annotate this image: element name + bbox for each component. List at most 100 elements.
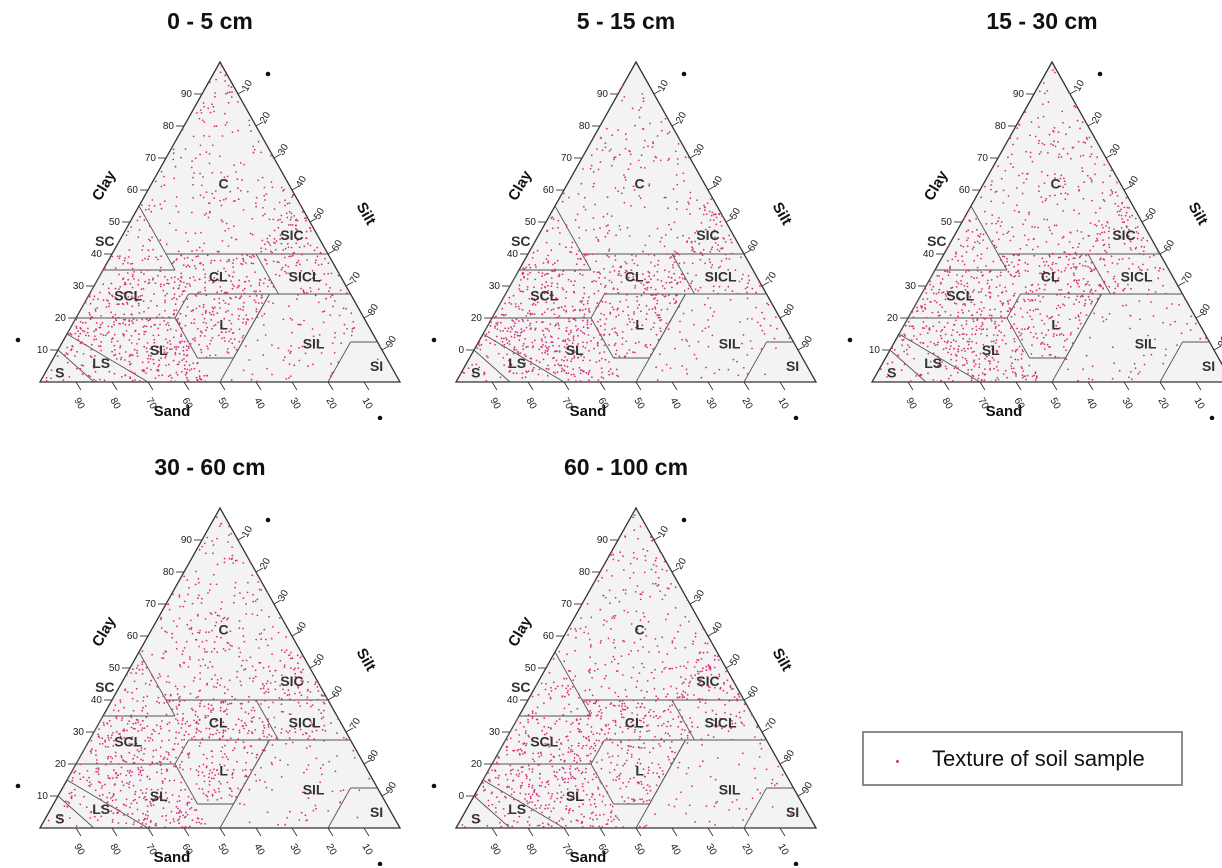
sample-point [718, 368, 721, 371]
sample-point [596, 271, 599, 274]
sample-point [528, 263, 530, 266]
sample-point [239, 592, 241, 594]
sample-point [220, 608, 222, 610]
sample-point [148, 208, 150, 211]
sample-point [114, 349, 116, 351]
chart-panel-1: 5 - 15 cm C SIC SC CL SICL SCL L SIL SL LS S SI 0 20 3… [426, 0, 826, 420]
sample-point [1077, 315, 1080, 318]
sample-point [936, 380, 939, 383]
sample-point [285, 730, 288, 732]
sample-point [209, 354, 212, 357]
sample-point [675, 300, 677, 302]
sample-point [1083, 290, 1085, 292]
sample-point [1206, 337, 1208, 340]
sample-point [989, 270, 992, 273]
sample-point [139, 771, 142, 774]
sample-point [644, 287, 646, 290]
sample-point [619, 228, 622, 231]
sample-point [145, 347, 148, 350]
sample-point [1075, 268, 1077, 270]
sample-point [624, 179, 627, 181]
sample-point [947, 274, 950, 277]
sample-point [764, 373, 766, 376]
sample-point [1084, 142, 1087, 144]
sample-point [87, 327, 89, 330]
sample-point [114, 353, 117, 356]
sample-point [613, 269, 616, 272]
class-boundary [255, 699, 279, 741]
sample-point [254, 301, 257, 304]
sample-point [107, 757, 109, 760]
sample-point [956, 371, 959, 374]
sample-point [173, 743, 176, 745]
sample-point [999, 259, 1002, 261]
sample-point [343, 323, 346, 326]
sample-point [122, 334, 125, 337]
sample-point [579, 369, 582, 372]
sample-point [573, 309, 576, 311]
sample-point [591, 319, 593, 322]
sample-point [973, 277, 975, 280]
sample-point [595, 260, 598, 263]
sample-point [139, 723, 142, 726]
sample-point [607, 224, 609, 227]
sample-point [967, 369, 970, 371]
sample-point [489, 342, 492, 345]
sample-point [722, 237, 725, 240]
sample-point [1120, 214, 1123, 217]
sample-point [166, 347, 168, 349]
sample-point [699, 258, 702, 261]
sample-point [670, 228, 673, 231]
sample-point [629, 321, 631, 323]
sample-point [1062, 303, 1064, 306]
sample-point [1012, 254, 1015, 257]
sample-point [880, 368, 882, 371]
sample-point [531, 370, 534, 373]
sample-point [1096, 297, 1099, 300]
sample-point [542, 262, 545, 264]
sample-point [553, 313, 556, 316]
sample-point [271, 763, 274, 766]
sample-point [306, 819, 309, 821]
sample-point [79, 332, 82, 335]
sample-point [639, 197, 642, 200]
sample-point [270, 154, 272, 157]
sample-point [713, 311, 716, 313]
sample-point [70, 791, 73, 794]
sample-point [1062, 235, 1065, 238]
sample-point [1054, 173, 1056, 176]
sand-tick-label: 70 [143, 396, 158, 412]
sample-point [130, 774, 132, 777]
sand-tick [291, 381, 298, 391]
sample-point [556, 350, 558, 353]
sample-point [238, 340, 241, 343]
sample-point [146, 810, 149, 813]
sample-point [169, 761, 172, 764]
sample-point [199, 262, 201, 265]
sample-point [173, 276, 176, 278]
sample-point [734, 269, 737, 271]
sample-point [558, 345, 561, 347]
sample-point [262, 282, 265, 285]
sample-point [719, 265, 722, 268]
sand-tick-label: 90 [903, 396, 918, 412]
sample-point [181, 653, 184, 656]
sample-point [182, 264, 185, 267]
sample-point [1064, 183, 1067, 186]
sample-point [632, 351, 634, 353]
sample-point [1152, 315, 1155, 317]
sample-point [123, 313, 125, 316]
sample-point [173, 765, 175, 768]
class-boundary [66, 333, 149, 383]
sample-point [595, 236, 598, 239]
sample-point [198, 745, 201, 747]
sample-point [922, 310, 924, 313]
sample-point [957, 311, 960, 314]
sample-point [891, 361, 894, 364]
sample-point [192, 183, 194, 186]
sample-point [986, 328, 988, 330]
sample-point [183, 367, 186, 370]
sample-point [254, 271, 256, 274]
sample-point [185, 314, 187, 317]
sample-point [961, 333, 964, 335]
